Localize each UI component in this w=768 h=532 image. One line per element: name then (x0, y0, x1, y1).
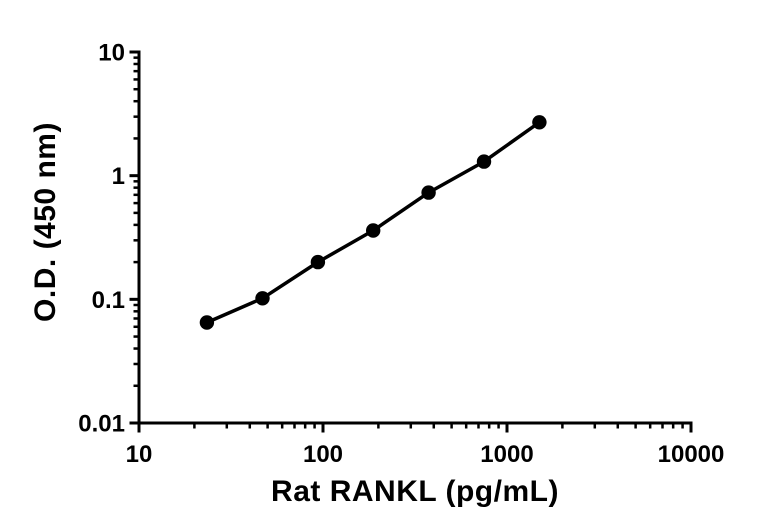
x-tick-label: 100 (303, 441, 343, 468)
y-axis-title: O.D. (450 nm) (29, 122, 62, 322)
axes (137, 50, 693, 425)
x-tick-label: 1000 (480, 441, 533, 468)
y-tick-label: 0.1 (92, 287, 125, 314)
y-axis-tick-labels: 0.01 0.1 1 10 (78, 40, 125, 438)
data-point-marker (199, 315, 215, 330)
y-tick-label: 10 (98, 40, 125, 67)
x-tick-label: 10 (126, 441, 153, 468)
data-point-marker (366, 223, 381, 238)
curve-line (205, 120, 542, 325)
data-point-marker (476, 154, 492, 169)
x-axis-ticks (137, 423, 693, 433)
data-points (199, 115, 547, 330)
data-point-marker (310, 254, 326, 270)
y-tick-label: 0.01 (78, 411, 125, 438)
x-axis-title: Rat RANKL (pg/mL) (271, 475, 559, 508)
series-line (205, 120, 542, 325)
data-point-marker (532, 115, 547, 130)
data-point-marker (255, 291, 270, 306)
y-axis-ticks (129, 50, 139, 425)
x-axis-tick-labels: 10 100 1000 10000 (126, 441, 725, 468)
data-point-marker (421, 185, 436, 200)
y-tick-label: 1 (112, 163, 125, 190)
x-tick-label: 10000 (658, 441, 725, 468)
